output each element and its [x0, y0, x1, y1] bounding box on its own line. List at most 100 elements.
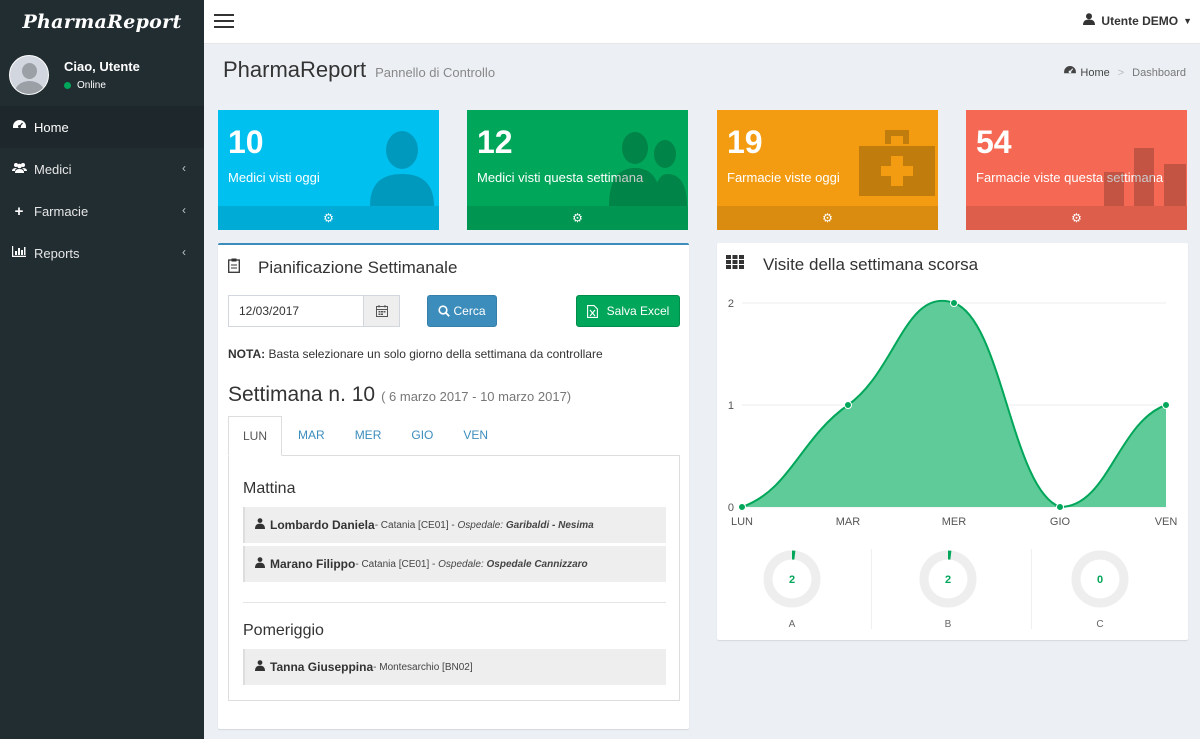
doctor-name: Marano Filippo: [270, 557, 356, 571]
knob-value: 2: [945, 574, 951, 586]
y-tick-label: 1: [728, 400, 734, 412]
grid-icon: [726, 255, 744, 272]
tab-ven[interactable]: VEN: [463, 428, 489, 442]
page-title-text: PharmaReport: [223, 57, 367, 82]
x-tick-label: LUN: [731, 516, 753, 528]
more-info-link[interactable]: ⚙: [467, 206, 688, 230]
stat-label: Farmacie viste oggi: [727, 170, 840, 185]
user-panel: Ciao, Utente Online: [0, 44, 204, 106]
tab-gio[interactable]: GIO: [411, 428, 434, 442]
search-button-label: Cerca: [453, 304, 486, 318]
knob-value: 2: [789, 574, 795, 586]
x-tick-label: MER: [942, 516, 967, 528]
data-point[interactable]: [844, 401, 852, 409]
status-text: Online: [77, 80, 106, 91]
more-info-link[interactable]: ⚙: [966, 206, 1187, 230]
x-tick-label: MAR: [836, 516, 861, 528]
y-tick-label: 2: [728, 298, 734, 310]
knob-dial: 0: [1071, 550, 1129, 608]
visits-area-chart: 0 1 2 LUN MAR MER GIO VEN: [728, 298, 1177, 528]
y-tick-label: 0: [728, 502, 734, 514]
knob-value: 0: [1097, 574, 1103, 586]
stat-label: Medici visti oggi: [228, 170, 320, 185]
note-label: NOTA:: [228, 347, 266, 361]
day-tabs: LUN MAR MER GIO VEN: [228, 416, 680, 456]
sidebar-item-label: Farmacie: [34, 203, 89, 219]
top-navbar: Utente DEMO ▼: [204, 0, 1200, 44]
users-icon: [12, 162, 27, 176]
date-input[interactable]: [228, 295, 364, 327]
data-point[interactable]: [1162, 401, 1170, 409]
more-info-link[interactable]: ⚙: [218, 206, 439, 230]
tab-mer[interactable]: MER: [354, 428, 382, 442]
save-excel-button[interactable]: Salva Excel: [576, 295, 680, 327]
data-point[interactable]: [1056, 503, 1064, 511]
knob-label: C: [1096, 619, 1104, 630]
visits-title: Visite della settimana scorsa: [763, 255, 979, 274]
stat-label: Medici visti questa settimana: [477, 170, 644, 185]
sidebar-item-label: Home: [34, 119, 69, 135]
knob-label: A: [788, 619, 796, 630]
user-greeting: Ciao, Utente: [64, 59, 140, 74]
user-md-icon: [255, 518, 265, 532]
sidebar-item-label: Medici: [34, 161, 72, 177]
page-subtitle: Pannello di Controllo: [375, 65, 496, 80]
chevron-left-icon: ‹: [182, 203, 186, 217]
sidebar-item-home[interactable]: Home: [0, 106, 204, 148]
stat-box-medici-oggi: 10 Medici visti oggi ⚙: [218, 110, 439, 230]
user-md-icon: [255, 557, 265, 571]
user-icon: [370, 131, 434, 206]
list-item[interactable]: Marano Filippo - Catania [CE01] - Ospeda…: [243, 546, 666, 582]
sidebar-item-medici[interactable]: Medici ‹: [0, 148, 204, 190]
avatar: [9, 55, 49, 95]
knob-track: [1071, 550, 1129, 608]
list-item[interactable]: Lombardo Daniela - Catania [CE01] - Ospe…: [243, 507, 666, 543]
dashboard-icon: [12, 120, 26, 134]
breadcrumb-home[interactable]: Home: [1080, 66, 1110, 79]
knob-dial: 2: [919, 550, 977, 608]
hospital-label: Ospedale:: [457, 519, 504, 531]
sidebar-item-farmacie[interactable]: + Farmacie ‹: [0, 190, 204, 232]
more-info-link[interactable]: ⚙: [717, 206, 938, 230]
breadcrumb-separator: >: [1117, 66, 1125, 79]
sidebar-menu: Home Medici ‹ + Farmacie ‹ Reports ‹: [0, 106, 204, 274]
data-point[interactable]: [950, 299, 958, 307]
tab-lun[interactable]: LUN: [228, 416, 283, 456]
section-pomeriggio: Pomeriggio: [243, 622, 324, 639]
weekly-visits-panel: Visite della settimana scorsa 0 1 2 LUN MAR M…: [717, 243, 1188, 640]
knob-dial: 2: [763, 550, 821, 608]
sidebar: PharmaReport Ciao, Utente Online Home Me…: [0, 0, 204, 739]
app-logo[interactable]: PharmaReport: [0, 0, 204, 44]
note-body: Basta selezionare un solo giorno della s…: [265, 347, 603, 361]
medkit-icon: [859, 130, 935, 196]
more-info-icon: ⚙: [572, 211, 583, 225]
search-button[interactable]: Cerca: [427, 295, 497, 327]
data-point[interactable]: [738, 503, 746, 511]
save-excel-label: Salva Excel: [606, 304, 670, 318]
tab-pane-lun: Mattina Lombardo Daniela - Catania [CE01…: [228, 456, 680, 701]
tab-mar[interactable]: MAR: [298, 428, 325, 442]
more-info-icon: ⚙: [1071, 211, 1082, 225]
sidebar-toggle-icon[interactable]: [214, 14, 234, 28]
user-menu[interactable]: Utente DEMO ▼: [1083, 13, 1192, 28]
users-icon: [609, 132, 687, 206]
clipboard-icon: [228, 258, 240, 276]
stat-value: 10: [228, 124, 264, 160]
dashboard-icon: [1064, 66, 1077, 79]
section-mattina: Mattina: [243, 480, 296, 497]
list-item[interactable]: Tanna Giuseppina - Montesarchio [BN02]: [243, 649, 666, 685]
calendar-icon[interactable]: [363, 295, 400, 327]
excel-file-icon: [586, 304, 598, 318]
doctor-location: - Catania [CE01] -: [355, 558, 439, 570]
caret-down-icon: ▼: [1183, 15, 1192, 26]
area-fill: [742, 300, 1166, 507]
week-number: Settimana n. 10: [228, 383, 376, 406]
search-icon: [438, 305, 451, 317]
page-title: PharmaReport Pannello di Controllo: [223, 57, 495, 83]
note-text: NOTA: Basta selezionare un solo giorno d…: [228, 347, 603, 361]
sidebar-item-reports[interactable]: Reports ‹: [0, 232, 204, 274]
